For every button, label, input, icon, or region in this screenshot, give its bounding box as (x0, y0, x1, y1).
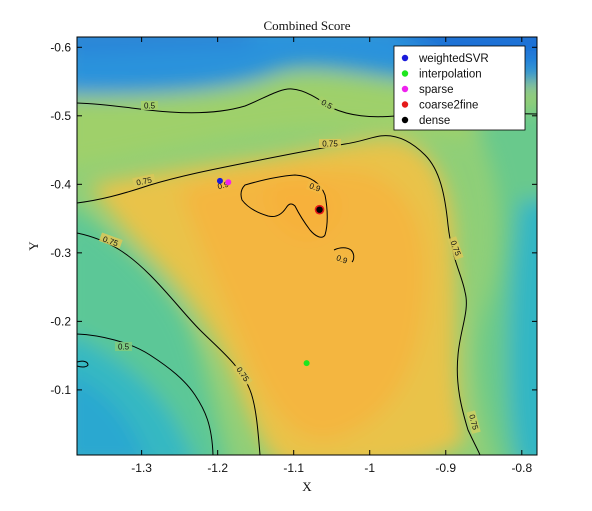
x-axis-label: X (302, 479, 312, 494)
x-tick-label: -1.2 (207, 461, 228, 475)
contour-0.75-left (77, 232, 261, 455)
y-tick-label: -0.6 (50, 40, 71, 54)
contour-labels: 0.5 0.5 0.5 0.75 0.75 0.75 0.75 0.75 0.7… (98, 96, 481, 434)
legend-label: coarse2fine (419, 100, 478, 112)
contour-label: 0.9 (217, 180, 231, 192)
y-tick-label: -0.2 (50, 314, 71, 328)
contour-label: 0.75 (467, 413, 480, 431)
data-points (216, 177, 325, 367)
x-tick-label: -1.1 (283, 461, 304, 475)
contour-0.9-small (333, 247, 355, 263)
chart-title: Combined Score (263, 18, 350, 33)
plot-frame (76, 36, 538, 456)
contour-0.5-left (77, 333, 214, 455)
x-tick-label: -0.8 (511, 461, 532, 475)
legend-marker-coarse2fine (401, 101, 409, 108)
x-tick-label: -1 (364, 461, 375, 475)
y-tick-label: -0.1 (50, 383, 71, 397)
y-tick-label: -0.4 (50, 177, 71, 191)
contour-label: 0.5 (144, 102, 156, 111)
point-interpolation (303, 360, 310, 367)
legend-label: dense (419, 115, 450, 127)
legend-marker-interpolation (401, 70, 409, 77)
legend: weightedSVR interpolation sparse coarse2fin… (393, 45, 526, 131)
contour-label: 0.75 (136, 175, 154, 187)
x-axis: -1.3 -1.2 -1.1 -1 -0.9 -0.8 (131, 37, 532, 475)
contour-0.5-small (77, 360, 89, 368)
point-sparse (225, 179, 232, 186)
y-axis: -0.6 -0.5 -0.4 -0.3 -0.2 -0.1 (50, 40, 537, 397)
y-tick-label: -0.3 (50, 246, 71, 260)
contour-label: 0.5 (118, 343, 130, 352)
contour-label: 0.75 (322, 140, 338, 149)
x-tick-label: -0.9 (435, 461, 456, 475)
contour-0.75-upper (77, 135, 481, 455)
contour-label: 0.9 (335, 253, 349, 265)
y-axis-label: Y (26, 241, 41, 251)
legend-marker-weightedSVR (401, 54, 409, 62)
point-weightedSVR (216, 177, 223, 184)
x-tick-label: -1.3 (131, 461, 152, 475)
legend-label: weightedSVR (418, 53, 489, 65)
legend-label: interpolation (419, 69, 482, 81)
legend-marker-dense (401, 116, 409, 124)
contour-lines (77, 88, 537, 455)
legend-marker-sparse (401, 85, 409, 93)
y-tick-label: -0.5 (50, 109, 71, 123)
legend-label: sparse (419, 84, 454, 96)
contour-0.9-main (240, 174, 328, 238)
point-dense (316, 206, 323, 213)
contour-label: 0.9 (308, 181, 322, 193)
